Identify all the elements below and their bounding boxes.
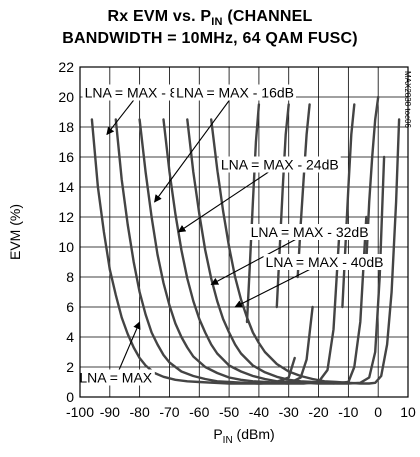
y-tick-label: 18 [58, 119, 74, 135]
x-tick-label: -90 [100, 404, 120, 420]
annotation-bg [248, 224, 371, 240]
annotation-bg [82, 84, 197, 101]
x-tick-label: -60 [189, 404, 209, 420]
series-line-10 [365, 95, 380, 264]
y-tick-label: 20 [58, 89, 74, 105]
y-tick-label: 2 [66, 359, 74, 375]
annotation-label-1: LNA = MAX - 16dB [176, 85, 294, 101]
annotation-label-4: LNA = MAX - 40dB [266, 254, 384, 270]
annotation-bg [218, 156, 341, 173]
x-label-unit: (dBm) [233, 426, 275, 442]
annotation-arrow [154, 92, 236, 203]
series-group [90, 95, 401, 385]
y-tick-label: 0 [66, 389, 74, 405]
x-tick-label: -80 [130, 404, 150, 420]
series-line-4 [186, 118, 386, 385]
x-tick-label: -10 [338, 404, 358, 420]
tick-labels: -100 -90 -80 -70 -60 -50 -40 -30 -20 -10 0 10024681… [58, 59, 416, 420]
series-line-5 [209, 118, 401, 385]
chart-title-line2: BANDWIDTH = 10MHz, 64 QAM FUSC) [62, 30, 358, 47]
chart-title-line1: Rx EVM vs. PIN (CHANNEL [107, 8, 313, 29]
annotation-label-3: LNA = MAX - 32dB [251, 224, 369, 240]
annotation-bg [263, 254, 386, 270]
series-line-8 [296, 103, 311, 279]
x-label-sub: IN [223, 435, 233, 446]
annotation-arrow [177, 164, 281, 233]
part-code: MAX2838 toc06 [403, 71, 412, 128]
x-tick-label: -20 [308, 404, 328, 420]
x-tick-label: -50 [219, 404, 239, 420]
x-tick-label: -30 [279, 404, 299, 420]
annotation-arrow [115, 321, 141, 378]
x-axis-label: PIN (dBm) [213, 426, 274, 446]
y-tick-label: 8 [66, 269, 74, 285]
annotation-bg [174, 84, 297, 101]
y-tick-label: 10 [58, 239, 74, 255]
x-tick-label: -40 [249, 404, 269, 420]
y-tick-label: 16 [58, 149, 74, 165]
series-line-6 [245, 103, 261, 324]
x-tick-label: -100 [66, 404, 94, 420]
y-tick-label: 6 [66, 299, 74, 315]
annotation-label-0: LNA = MAX - 8dB [85, 85, 195, 101]
annotation-bg [77, 369, 155, 386]
annotation-arrow [210, 231, 310, 285]
y-tick-label: 12 [58, 209, 74, 225]
annotation-label-5: LNA = MAX [79, 370, 152, 386]
y-axis-label: EVM (%) [7, 204, 23, 260]
x-tick-label: -70 [159, 404, 179, 420]
plot-frame [79, 66, 409, 398]
x-label-main: P [213, 426, 222, 442]
y-tick-label: 14 [58, 179, 74, 195]
annotation-label-2: LNA = MAX - 24dB [221, 157, 339, 173]
x-tick-label: 10 [400, 404, 416, 420]
x-tick-label: 0 [374, 404, 382, 420]
y-tick-label: 4 [66, 329, 74, 345]
y-tick-label: 22 [58, 59, 74, 75]
